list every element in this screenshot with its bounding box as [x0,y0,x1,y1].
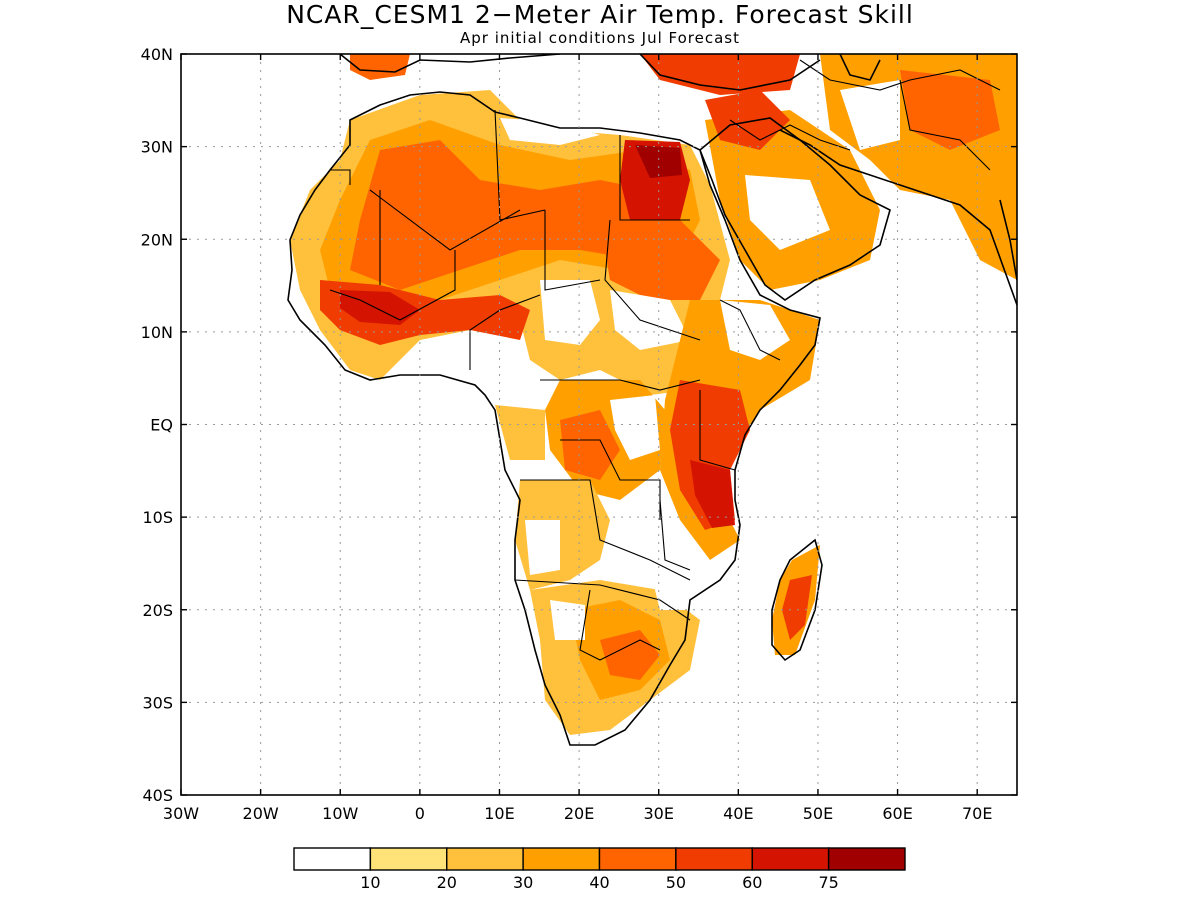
y-tick-label: EQ [150,416,173,435]
border-ethiopia [719,299,781,361]
gap-angola [525,520,560,575]
colorbar-swatch [675,847,753,871]
field-madagascar-red [782,575,812,640]
border-algeria-mali [369,189,521,251]
border-iran [799,59,1001,91]
border-libya-algeria [494,109,546,221]
gap-iran [840,80,900,150]
africa-coastline [287,91,821,746]
gap-arabia [745,175,830,250]
y-tick-label: 40S [142,786,173,805]
border-egypt-sudan [619,135,690,221]
gap-sahara-north [500,118,600,145]
colorbar-label: 30 [513,873,533,892]
field-sudan [600,220,720,300]
colorbar-label: 75 [818,873,838,892]
y-tick-label: 10S [142,508,173,527]
border-iraq-saudi [729,119,851,151]
border-drc [560,439,661,520]
colorbar-label: 50 [666,873,686,892]
field-levant-red [705,90,790,150]
gap-mozambique [650,570,700,610]
gap-ethiopia [720,300,790,360]
field-iran-red [900,70,1000,150]
border-chad-sudan [604,219,701,341]
colorbar-swatch [293,847,372,871]
border-south-africa [579,589,661,661]
gap-chad [610,290,690,350]
y-tick-label: 20N [141,230,173,249]
caspian [839,54,881,81]
x-tick-label: 60E [882,804,912,823]
x-tick-label: 20W [243,804,279,823]
colorbar-swatch [522,847,601,871]
persian-gulf [779,129,1017,306]
y-tick-label: 20S [142,601,173,620]
x-tick-label: 30E [643,804,673,823]
map-title: NCAR_CESM1 2−Meter Air Temp. Forecast Sk… [286,0,914,29]
gap-nigeria [540,280,600,345]
border-afghanistan [899,79,991,171]
border-niger-chad [544,210,601,291]
field-sahel-dark [340,290,420,325]
border-morocco [330,169,351,185]
x-tick-label: 10W [322,804,358,823]
x-axis: 30W 20W 10W 0 10E 20E 30E 40E 50E 60E 70E [163,54,992,823]
gap-congo [610,395,660,460]
x-tick-label: 0 [415,804,425,823]
colorbar-swatch [369,847,448,871]
india-west [999,199,1017,281]
y-axis: 40N 30N 20N 10N EQ 10S 20S 30S 40S [141,45,1017,805]
border-car-drc [540,379,701,391]
y-tick-label: 30N [141,138,173,157]
colorbar-label: 20 [437,873,457,892]
colorbar-label: 40 [589,873,609,892]
gap-namibia [550,600,585,640]
field-turkey [640,54,800,95]
border-namibia-botswana [514,579,691,621]
field-tanzania-dark [690,460,735,528]
border-malawi [659,499,691,571]
colorbar-label: 10 [360,873,380,892]
y-tick-label: 10N [141,323,173,342]
coastlines [287,54,1017,746]
field-gabon [495,405,545,460]
y-tick-label: 40N [141,45,173,64]
y-tick-label: 30S [142,693,173,712]
border-sahel [329,250,456,321]
field-egypt-dark [635,145,682,178]
x-tick-label: 40E [723,804,753,823]
x-tick-label: 50E [803,804,833,823]
colorbar-swatch [598,847,677,871]
country-borders [329,59,1001,661]
field-congo-red [560,410,620,480]
border-kenya-tanzania [699,390,736,471]
turkey-coast [639,54,821,91]
arabia-coastline [699,117,891,301]
field-sahara-red [350,140,670,290]
colorbar: 10 20 30 40 50 60 75 [293,847,906,892]
grid-lines [181,54,1017,795]
x-tick-label: 30W [163,804,199,823]
x-tick-label: 70E [962,804,992,823]
field-iberia [350,54,410,80]
colorbar-swatch [446,847,524,871]
border-angola-zambia [520,479,691,581]
border-nigeria [469,294,541,370]
colorbar-swatch [827,847,906,871]
x-tick-label: 20E [564,804,594,823]
colorbar-swatch [751,847,830,871]
x-tick-label: 10E [484,804,514,823]
madagascar-coastline [771,538,823,662]
colorbar-label: 60 [742,873,762,892]
map-subtitle: Apr initial conditions Jul Forecast [459,29,740,47]
